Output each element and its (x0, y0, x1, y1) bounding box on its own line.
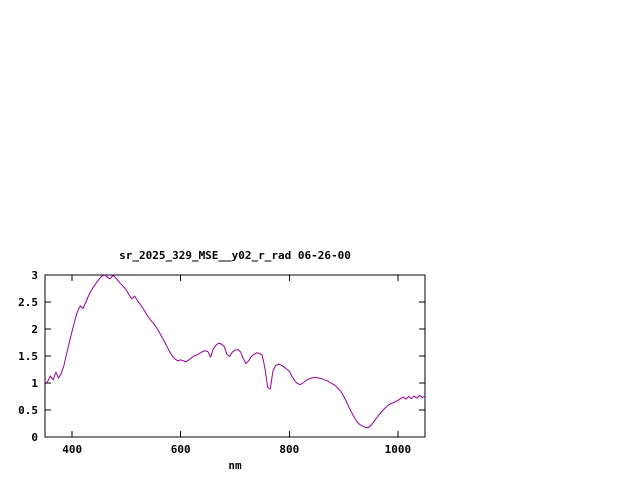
y-tick-label: 3 (31, 269, 38, 282)
x-tick-label: 400 (62, 443, 82, 456)
y-tick-label: 2 (31, 323, 38, 336)
y-tick-label: 0.5 (18, 404, 38, 417)
y-tick-label: 2.5 (18, 296, 38, 309)
chart-title: sr_2025_329_MSE__y02_r_rad 06-26-00 (119, 249, 351, 262)
series-line (44, 274, 426, 429)
y-tick-label: 0 (31, 431, 38, 444)
y-tick-label: 1.5 (18, 350, 38, 363)
y-tick-label: 1 (31, 377, 38, 390)
axis-tick-labels: 400 600 800 1000 0 0.5 1 1.5 2 2.5 3 (18, 269, 411, 456)
axis-tick-marks (45, 274, 425, 438)
plot-border (44, 274, 426, 438)
x-tick-label: 800 (279, 443, 299, 456)
x-tick-label: 600 (171, 443, 191, 456)
x-tick-label: 1000 (385, 443, 412, 456)
x-axis-label: nm (228, 459, 242, 472)
